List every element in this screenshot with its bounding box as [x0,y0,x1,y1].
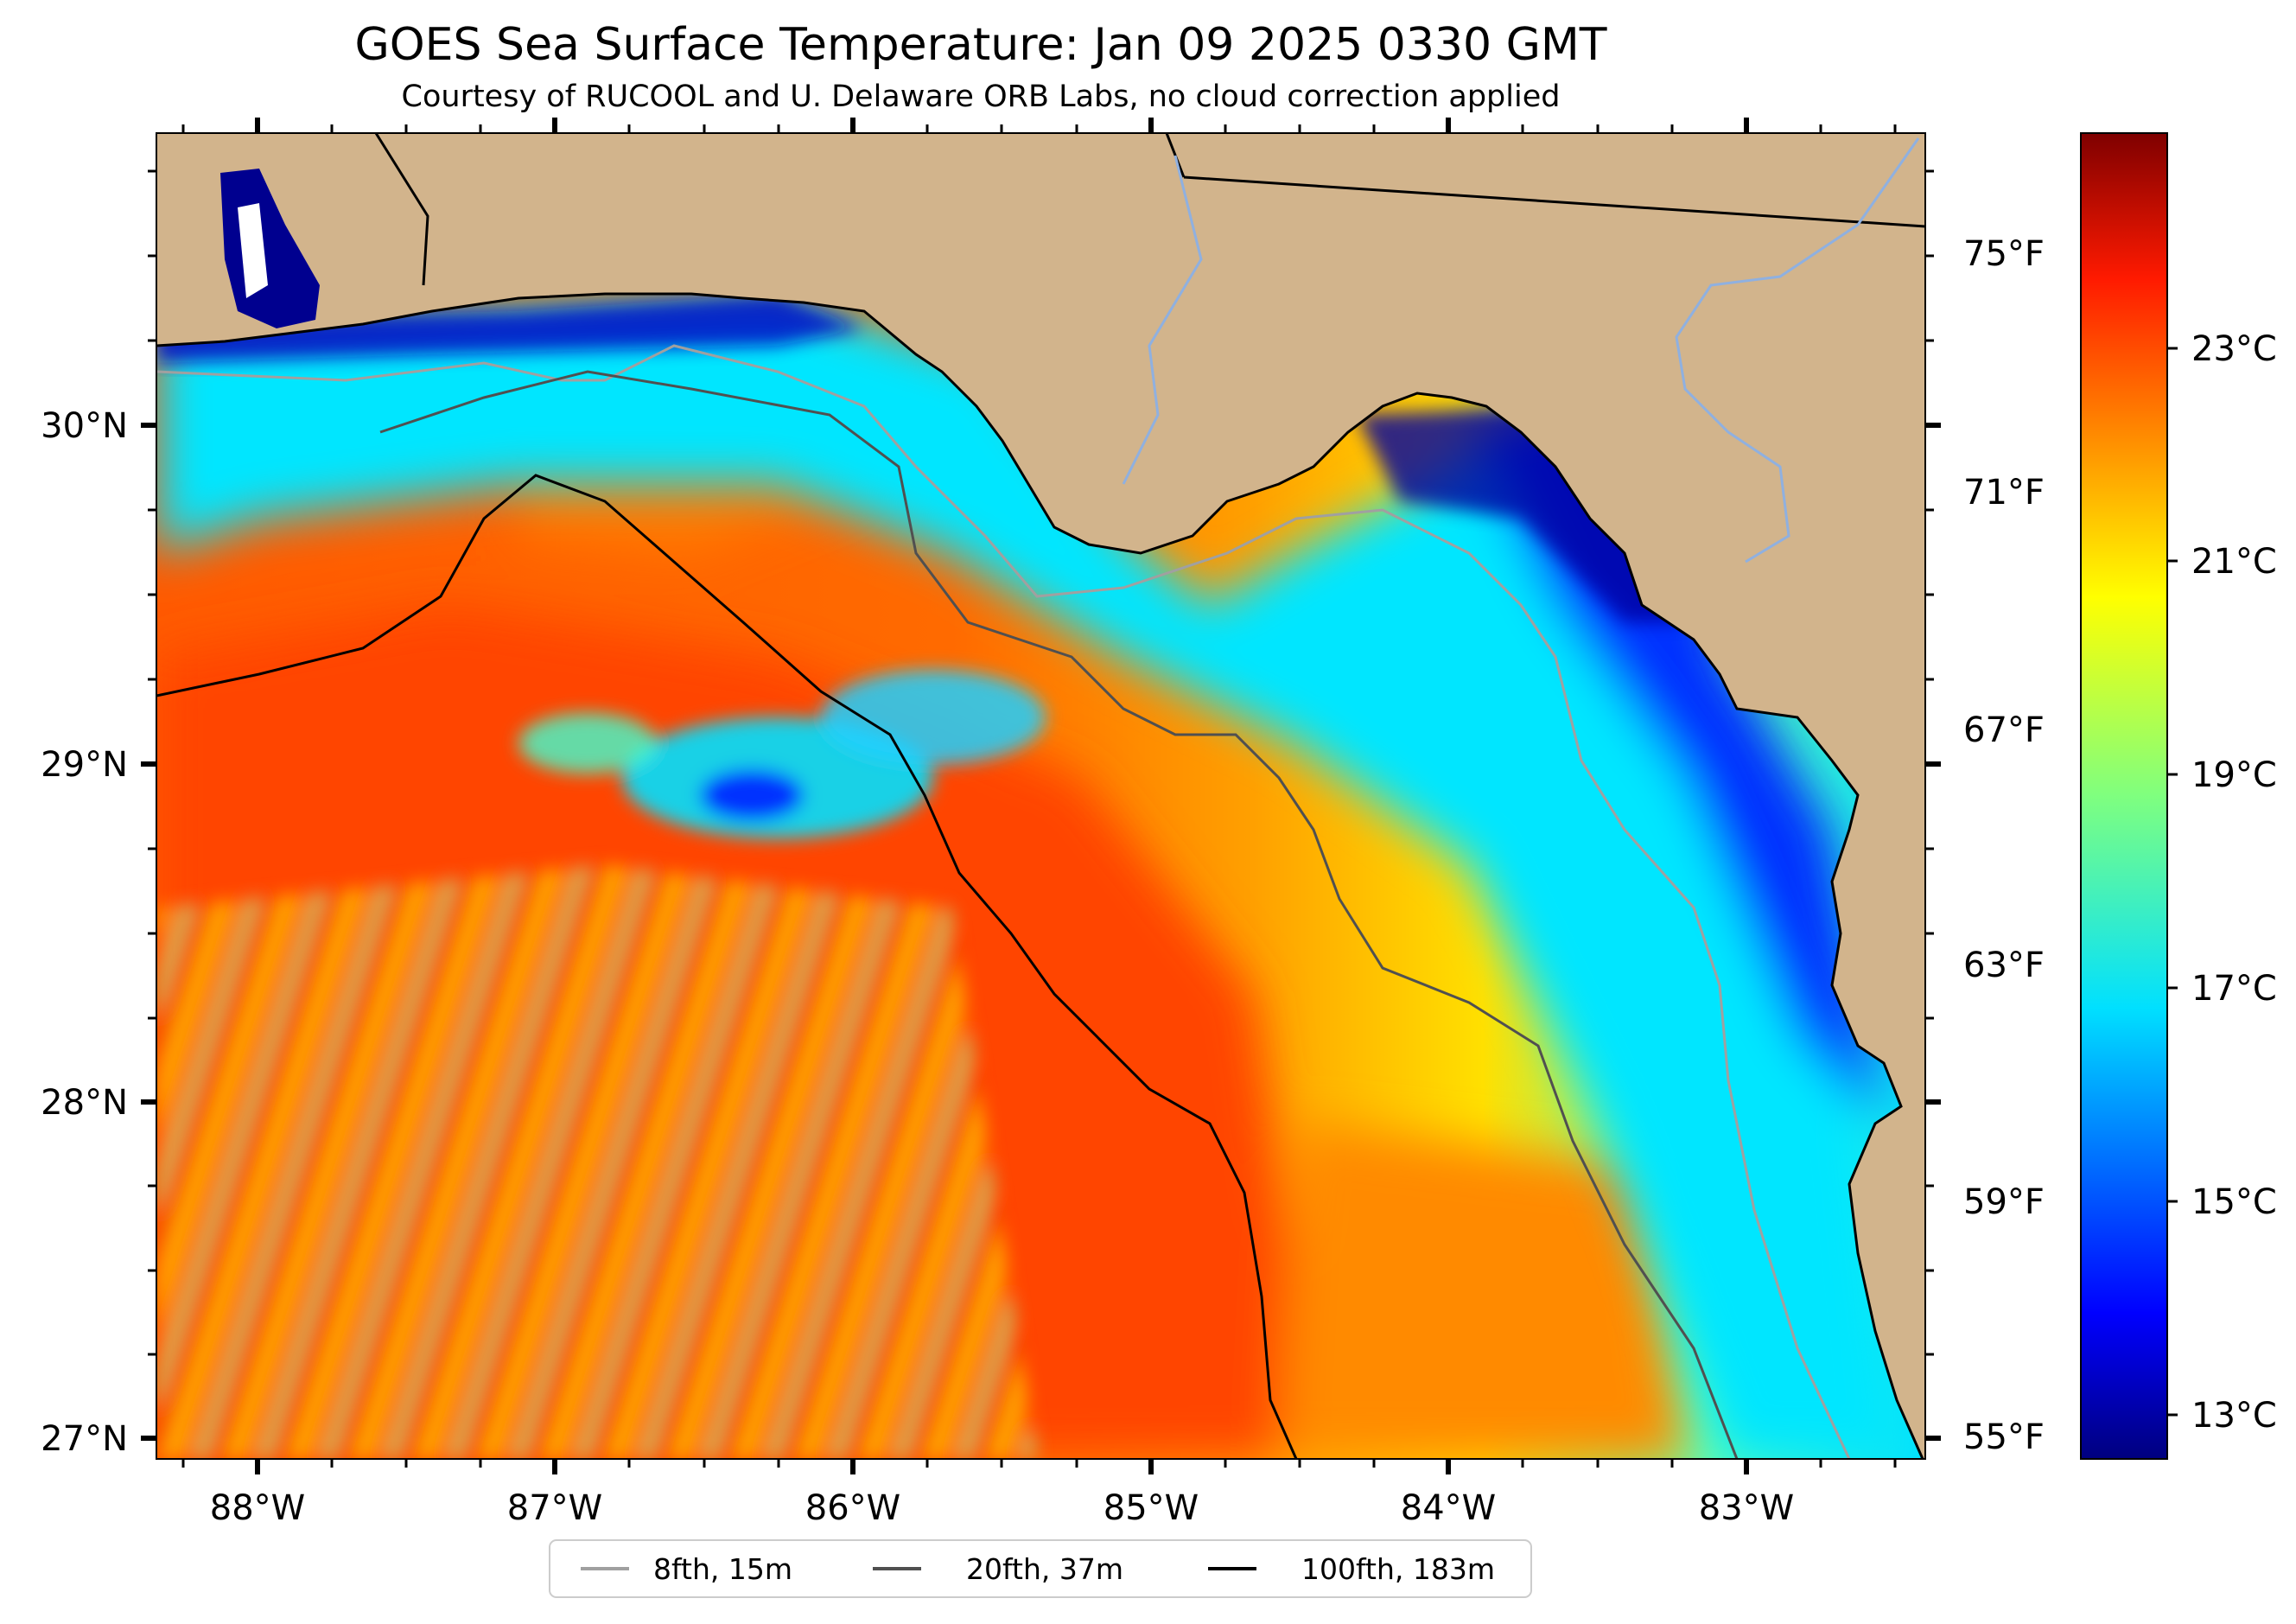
fahrenheit-label: 67°F [1963,710,2045,750]
colorbar-label: 13°C [2191,1396,2277,1436]
mobile-bay-cloud [238,203,268,298]
cool-eddy-region [518,670,1046,838]
legend-label: 100fth, 183m [1301,1552,1495,1586]
fahrenheit-label: 75°F [1963,234,2045,274]
colorbar-label: 17°C [2191,969,2277,1009]
lon-label: 83°W [1699,1488,1794,1528]
lon-label: 85°W [1103,1488,1199,1528]
coastal-cold-strip [156,294,864,363]
fahrenheit-label: 63°F [1963,946,2045,985]
sst-map [156,133,1925,1459]
lon-major-ticks [255,118,1749,1474]
colorbar-label: 21°C [2191,542,2277,582]
lat-label: 29°N [41,745,128,785]
contour-20fth [379,370,1739,1459]
colorbar-label: 19°C [2191,755,2277,795]
map-frame [156,132,1926,1460]
lon-minor-ticks [181,124,1897,1468]
fahrenheit-label: 59°F [1963,1182,2045,1222]
contour-8fth [156,344,1851,1459]
colorbar-label: 15°C [2191,1182,2277,1222]
lon-label: 87°W [507,1488,602,1528]
lat-major-ticks [141,423,1941,1441]
state-boundary [1183,175,1925,228]
colorbar [2080,132,2168,1460]
lon-label: 88°W [210,1488,305,1528]
nearshore-cool-band [156,294,1901,1459]
map-title: GOES Sea Surface Temperature: Jan 09 202… [354,19,1607,71]
river [1122,155,1203,485]
fahrenheit-label: 55°F [1963,1417,2045,1457]
legend-box [549,1539,1532,1598]
striped-artifact-region [156,864,1037,1459]
map-subtitle: Courtesy of RUCOOL and U. Delaware ORB L… [401,80,1561,114]
state-boundary-al [374,133,429,286]
lat-label: 27°N [41,1419,128,1459]
lat-label: 28°N [41,1083,128,1123]
lon-label: 84°W [1401,1488,1496,1528]
land-mass [156,133,1925,1459]
legend-label: 20fth, 37m [966,1552,1123,1586]
contour-legend: 8fth, 15m 20fth, 37m 100fth, 183m [549,1539,1532,1598]
coastline [156,292,1924,1459]
colorbar-label: 23°C [2191,329,2277,369]
lat-label: 30°N [41,406,128,446]
river-suwannee [1675,137,1920,564]
legend-label: 8fth, 15m [653,1552,792,1586]
fahrenheit-label: 71°F [1963,473,2045,513]
state-boundary-west [1165,133,1186,178]
contour-100fth [156,474,1298,1459]
colorbar-ticks [2167,347,2178,1417]
lat-minor-ticks [148,169,1934,1356]
lon-label: 86°W [805,1488,900,1528]
